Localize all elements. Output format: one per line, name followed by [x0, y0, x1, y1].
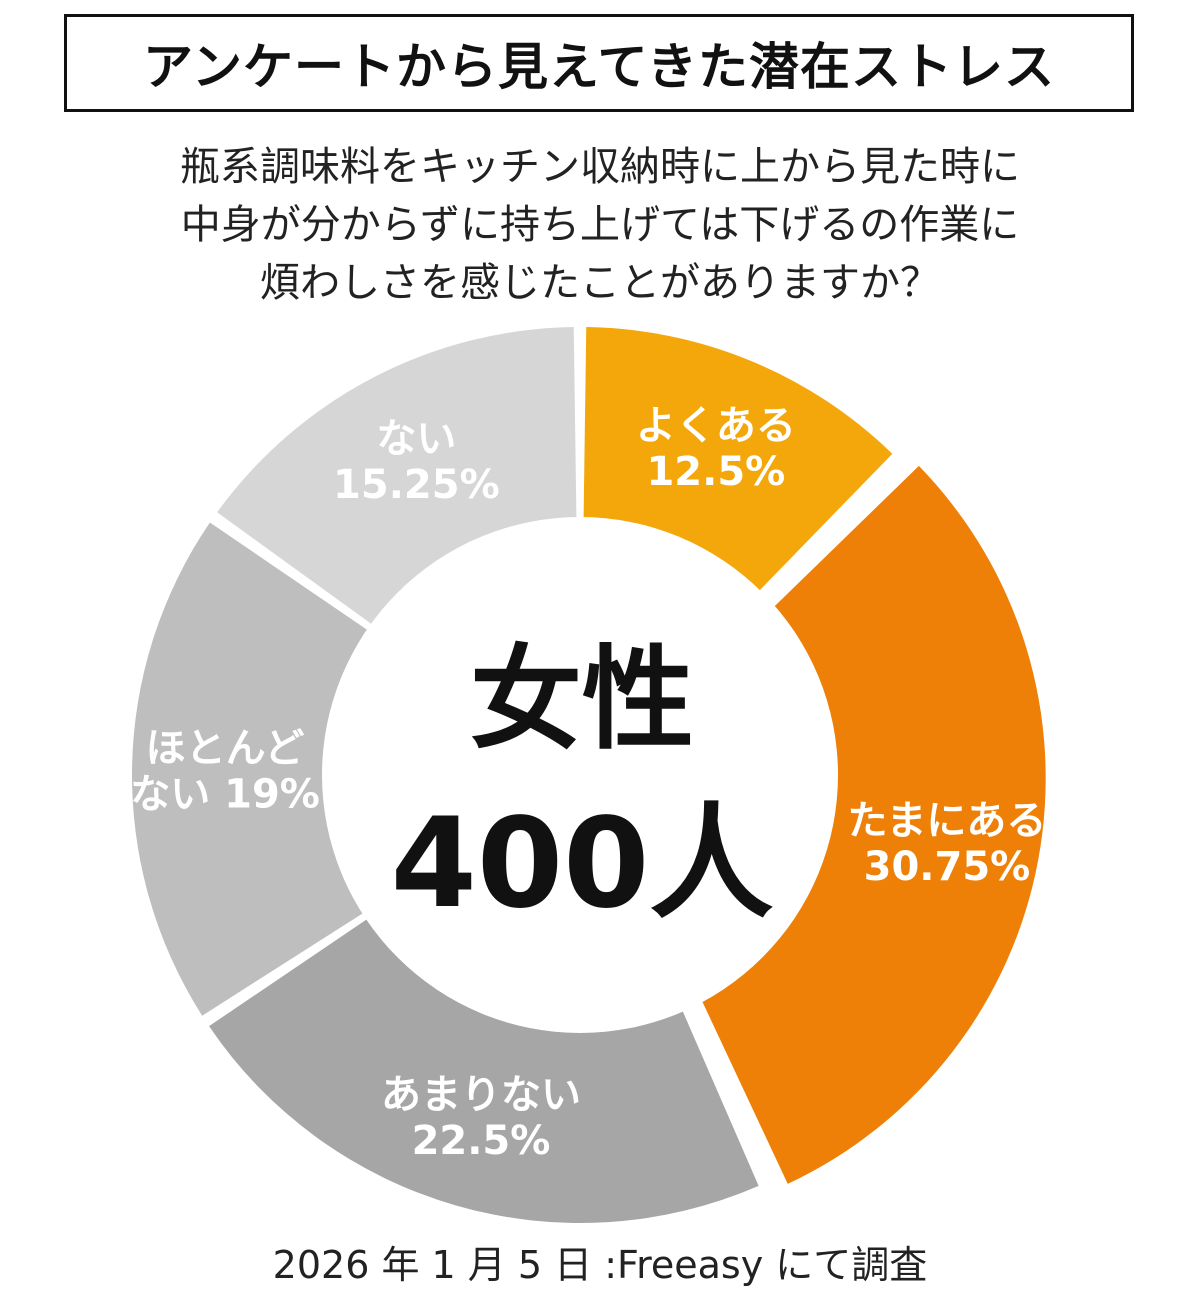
footer-note: 2026 年 1 月 5 日 :Freeasy にて調査 — [272, 1243, 928, 1287]
slice-label-2: 30.75% — [864, 844, 1031, 890]
chart-title: アンケートから見えてきた潜在ストレス — [143, 38, 1055, 96]
slice-label-4: ない 19% — [130, 771, 320, 817]
survey-question: 瓶系調味料をキッチン収納時に上から見た時に 中身が分からずに持ち上げては下げるの… — [0, 138, 1200, 312]
center-label-line1: 女性 — [470, 635, 694, 765]
donut-hole — [322, 517, 838, 1033]
slice-label-5: ない — [376, 416, 456, 462]
slice-label-3: あまりない — [381, 1072, 581, 1118]
question-line: 瓶系調味料をキッチン収納時に上から見た時に — [180, 144, 1020, 190]
slice-label-1: よくある — [636, 403, 796, 449]
question-line: 煩わしさを感じたことがありますか？ — [260, 260, 940, 306]
slice-label-3: 22.5% — [412, 1118, 551, 1164]
title-box: アンケートから見えてきた潜在ストレス — [64, 14, 1134, 112]
slice-label-5: 15.25% — [333, 462, 500, 508]
question-line: 中身が分からずに持ち上げては下げるの作業に — [180, 202, 1020, 248]
slice-label-4: ほとんど — [146, 725, 305, 771]
slice-label-1: 12.5% — [646, 449, 785, 495]
slice-label-2: たまにある — [848, 798, 1047, 844]
center-label-line2: 400人 — [391, 792, 774, 936]
